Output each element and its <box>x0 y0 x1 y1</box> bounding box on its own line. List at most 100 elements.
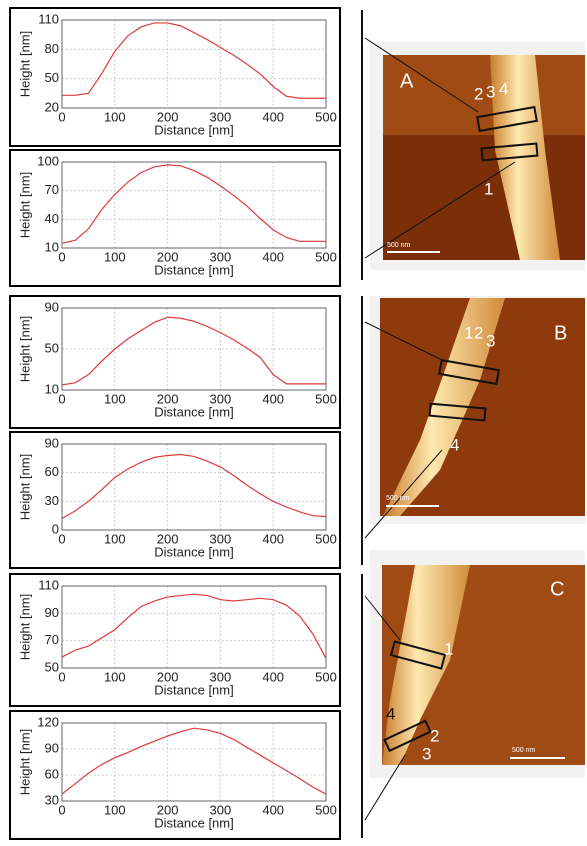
marker: 3 <box>422 744 431 763</box>
y-axis-label: Height [nm] <box>17 454 32 520</box>
chart-frame <box>9 7 341 147</box>
marker: 1 <box>444 639 453 658</box>
y-tick-label: 70 <box>45 182 59 197</box>
y-tick-label: 60 <box>45 766 59 781</box>
marker: 2 <box>474 84 483 103</box>
chart-frame <box>9 710 341 840</box>
x-tick-label: 500 <box>315 109 337 124</box>
x-tick-label: 500 <box>315 669 337 684</box>
panel-label: B <box>554 322 567 344</box>
scale-label: 500 nm <box>387 242 411 249</box>
panel-label: C <box>550 578 564 600</box>
connector <box>364 595 401 641</box>
marker: 1 <box>464 323 473 342</box>
x-tick-label: 300 <box>210 109 232 124</box>
y-tick-label: 20 <box>45 99 59 114</box>
y-tick-label: 110 <box>38 577 59 592</box>
connector <box>364 161 516 259</box>
plot-area <box>61 19 327 109</box>
y-tick-label: 60 <box>45 464 59 479</box>
x-axis-label: Distance [nm] <box>154 815 233 830</box>
afm-panel-c: C 1 4 2 3 500 nm <box>364 550 585 821</box>
x-tick-label: 300 <box>210 391 232 406</box>
x-tick-label: 400 <box>262 531 284 546</box>
scale-label: 500 nm <box>512 747 536 754</box>
data-line <box>61 164 326 244</box>
x-tick-label: 0 <box>58 802 65 817</box>
marker: 3 <box>486 331 495 350</box>
x-tick-label: 200 <box>157 249 179 264</box>
marker: 2 <box>430 726 439 745</box>
x-tick-label: 100 <box>104 531 126 546</box>
plot-area <box>61 161 327 249</box>
plot-area <box>61 443 327 531</box>
connector <box>364 37 479 113</box>
y-tick-label: 110 <box>38 11 59 26</box>
x-tick-label: 500 <box>315 802 337 817</box>
y-axis-label: Height [nm] <box>17 316 32 382</box>
x-tick-label: 400 <box>262 109 284 124</box>
chart-frame <box>9 573 341 707</box>
x-tick-label: 200 <box>157 391 179 406</box>
panel-label: A <box>400 70 414 92</box>
y-tick-label: 70 <box>45 632 59 647</box>
x-tick-label: 300 <box>210 669 232 684</box>
y-tick-label: 10 <box>45 239 59 254</box>
x-tick-label: 500 <box>315 391 337 406</box>
marker: 4 <box>386 704 395 723</box>
x-tick-label: 0 <box>58 249 65 264</box>
cut-box <box>428 402 487 422</box>
x-tick-label: 400 <box>262 669 284 684</box>
x-tick-label: 100 <box>104 109 126 124</box>
y-tick-label: 90 <box>45 605 59 620</box>
cut-box <box>383 719 432 753</box>
x-tick-label: 300 <box>210 249 232 264</box>
x-axis-label: Distance [nm] <box>154 404 233 419</box>
connector <box>364 754 406 821</box>
y-tick-label: 90 <box>45 435 59 450</box>
x-tick-label: 100 <box>104 669 126 684</box>
y-tick-label: 90 <box>45 740 59 755</box>
scale-label: 500 nm <box>386 495 410 502</box>
connector <box>364 321 443 361</box>
x-tick-label: 300 <box>210 531 232 546</box>
x-tick-label: 300 <box>210 802 232 817</box>
cut-box <box>438 358 500 386</box>
afm-panel-a: A 2 3 4 1 500 nm <box>364 37 585 270</box>
data-line <box>61 593 327 659</box>
connector <box>364 449 443 539</box>
data-line <box>62 22 326 99</box>
chart-frame <box>9 431 341 569</box>
data-line <box>61 316 326 386</box>
y-tick-label: 30 <box>45 493 59 508</box>
y-axis-label: Height [nm] <box>17 31 32 97</box>
y-axis-label: Height [nm] <box>17 729 32 795</box>
y-tick-label: 40 <box>45 211 59 226</box>
x-tick-label: 100 <box>104 802 126 817</box>
y-axis-label: Height [nm] <box>17 594 32 660</box>
y-tick-label: 0 <box>52 521 59 536</box>
x-tick-label: 200 <box>157 669 179 684</box>
y-tick-label: 120 <box>37 714 59 729</box>
x-tick-label: 500 <box>315 531 337 546</box>
chart-frame <box>9 295 341 429</box>
y-tick-label: 100 <box>37 153 59 168</box>
x-axis-label: Distance [nm] <box>154 544 233 559</box>
marker: 2 <box>474 323 483 342</box>
afm-panel-b: B 1 2 3 4 500 nm <box>364 296 585 539</box>
x-tick-label: 200 <box>157 531 179 546</box>
y-tick-label: 50 <box>45 70 59 85</box>
x-tick-label: 500 <box>315 249 337 264</box>
marker: 4 <box>499 79 508 98</box>
y-tick-label: 50 <box>45 340 59 355</box>
chart-frame <box>9 149 341 287</box>
x-tick-label: 0 <box>58 669 65 684</box>
x-tick-label: 400 <box>262 391 284 406</box>
marker: 3 <box>486 82 495 101</box>
y-tick-label: 50 <box>45 659 59 674</box>
y-tick-label: 10 <box>45 381 59 396</box>
x-axis-label: Distance [nm] <box>154 682 233 697</box>
x-axis-label: Distance [nm] <box>154 262 233 277</box>
x-tick-label: 0 <box>58 109 65 124</box>
